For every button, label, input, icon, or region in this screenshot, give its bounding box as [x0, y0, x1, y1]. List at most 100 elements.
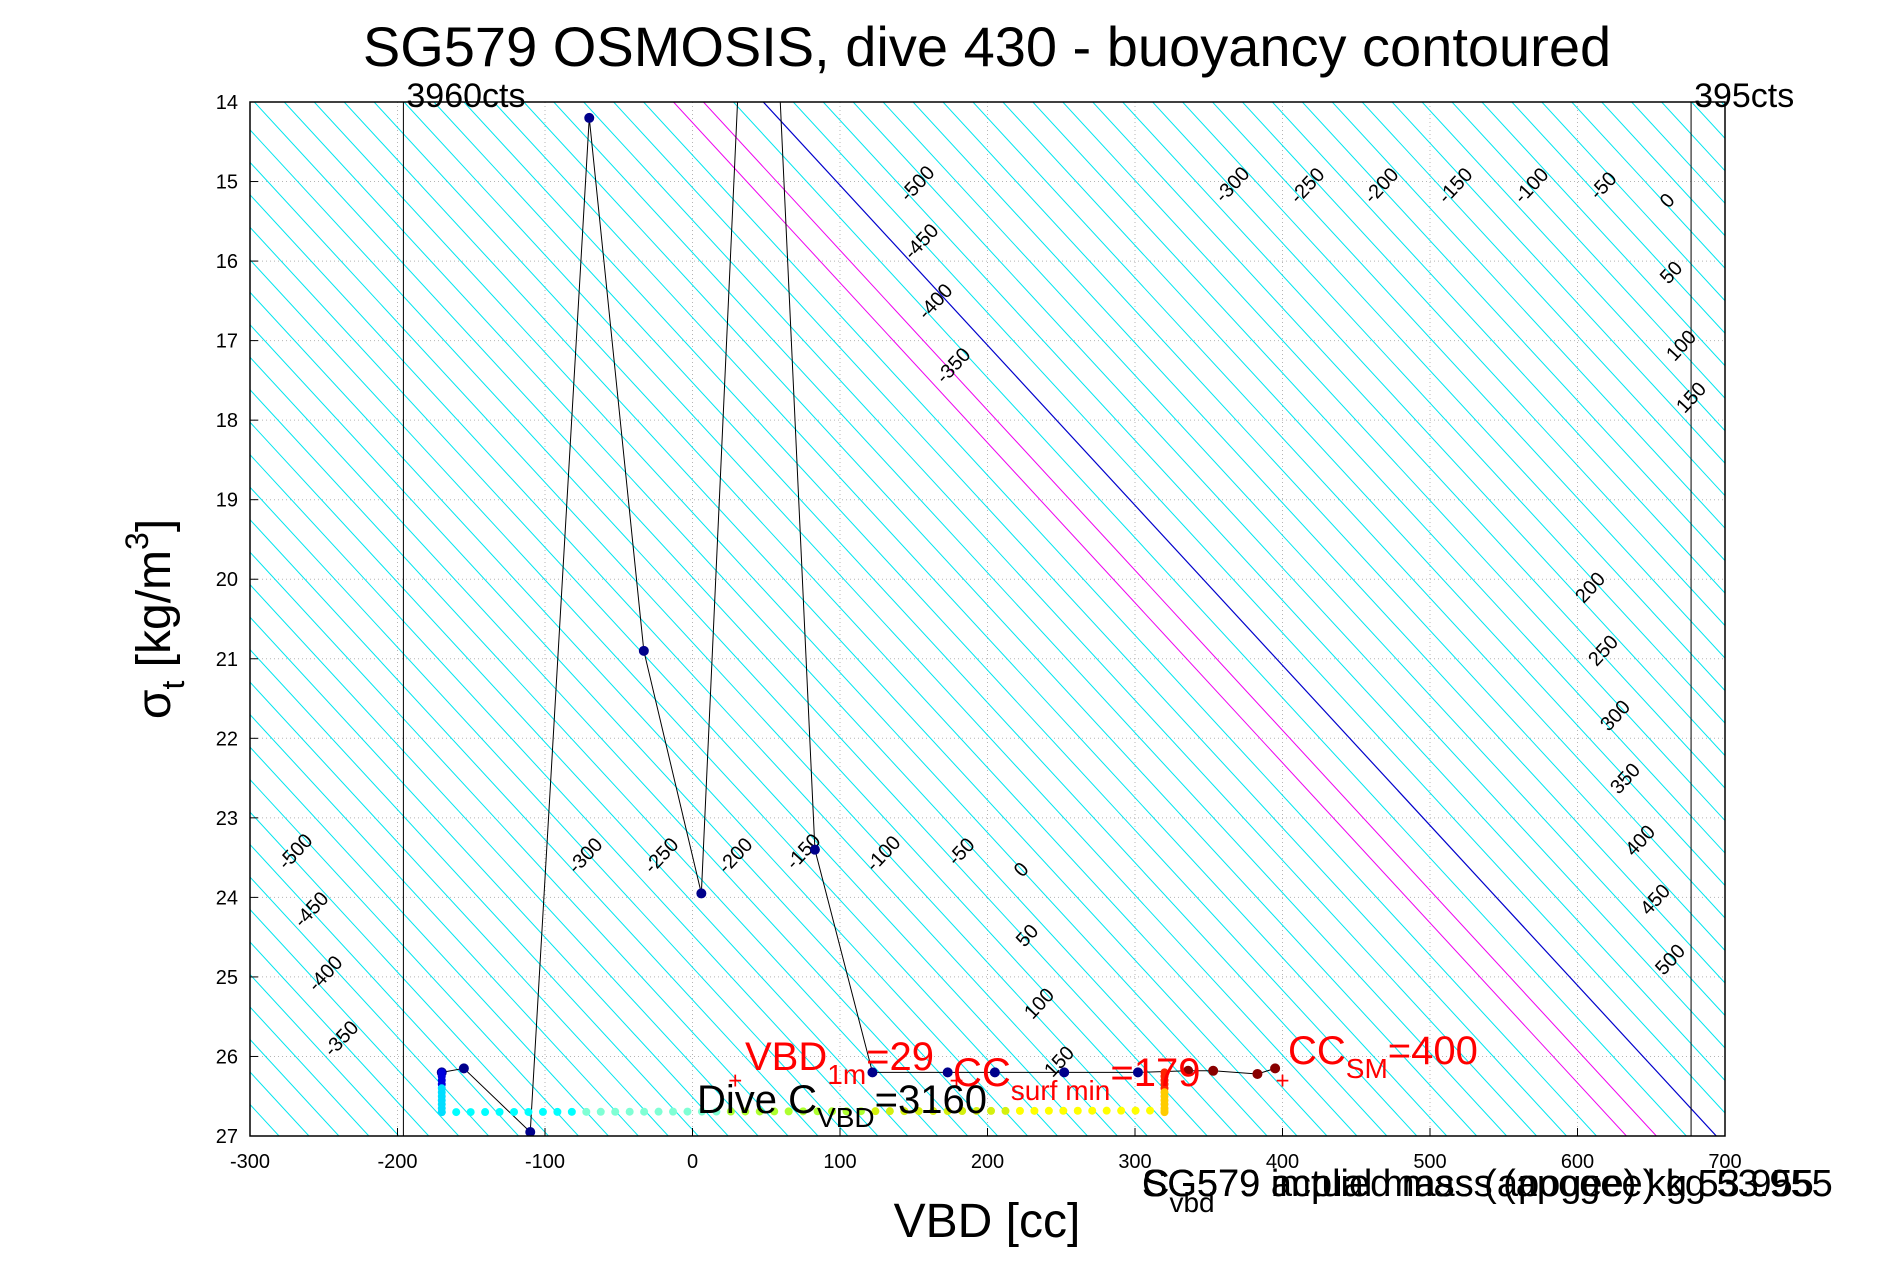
- contour-line: [250, 681, 669, 1136]
- contour-line: [0, 0, 96, 1262]
- trace-point: [1015, 1106, 1024, 1115]
- trace-point: [1146, 1106, 1155, 1115]
- trace-point: [596, 1107, 605, 1116]
- contour-line: [612, 102, 1568, 1136]
- contour-line: [1541, 102, 1725, 302]
- contour-line: [250, 389, 939, 1136]
- x-tick-label: 300: [1118, 1151, 1151, 1173]
- contour-line: [1571, 102, 1725, 270]
- contour-line: [1725, 0, 1891, 1262]
- series-point: [1059, 1067, 1070, 1078]
- contour-line: [313, 102, 1268, 1136]
- contour-line: [1211, 102, 1725, 659]
- y-tick-label: 16: [216, 251, 238, 273]
- cvbd-label: Cvbd: [1142, 1163, 1215, 1218]
- contour-line: [250, 713, 640, 1136]
- trace-point: [510, 1107, 519, 1116]
- contour-line: [250, 1038, 340, 1136]
- trace-point: [784, 1107, 793, 1116]
- trace-point: [611, 1107, 620, 1116]
- series-point: [458, 1063, 469, 1074]
- series-point: [989, 1067, 1000, 1078]
- contour-line: [283, 102, 1238, 1136]
- trace-point: [697, 1107, 706, 1116]
- y-axis-label: σt [kg/m3]: [119, 519, 191, 719]
- trace-point: [625, 1107, 634, 1116]
- contour-line: [1241, 102, 1725, 627]
- contour-line: [762, 102, 1718, 1136]
- contour-line: [1451, 102, 1725, 399]
- trace-point: [437, 1108, 446, 1117]
- y-tick-label: 20: [216, 569, 238, 591]
- trace-point: [842, 1107, 851, 1116]
- actual-mass-text: SG579 actual mass (apogee) kg 53.955: [1142, 1163, 1814, 1205]
- series-point: [1270, 1063, 1281, 1074]
- contour-line: [250, 778, 580, 1136]
- contour-line: [250, 486, 849, 1136]
- y-tick-label: 14: [216, 92, 238, 114]
- contour-line: [582, 102, 1538, 1136]
- y-tick-label: 17: [216, 331, 238, 353]
- trace-point: [654, 1107, 663, 1116]
- trace-point: [1059, 1106, 1068, 1115]
- series-point: [1132, 1067, 1143, 1078]
- trace-point: [1102, 1106, 1111, 1115]
- series-point: [809, 844, 820, 855]
- contour-line: [1121, 102, 1725, 757]
- contour-line: [403, 102, 1358, 1136]
- trace-point: [683, 1107, 692, 1116]
- contour-line: [250, 518, 819, 1136]
- contour-line: [373, 102, 1328, 1136]
- series-point: [1183, 1065, 1194, 1076]
- contour-line: [493, 102, 1448, 1136]
- series-point: [1208, 1065, 1219, 1076]
- contour-line: [250, 908, 460, 1136]
- y-tick-label: 24: [216, 887, 238, 909]
- contour-line: [1391, 102, 1725, 464]
- contour-line: [1844, 0, 1891, 1262]
- trace-point: [900, 1107, 909, 1116]
- series-point: [638, 645, 649, 656]
- contour-line: [1032, 102, 1725, 854]
- contour-line: [250, 811, 550, 1136]
- trace-point: [495, 1108, 504, 1117]
- trace-point: [958, 1106, 967, 1115]
- trace-point: [885, 1107, 894, 1116]
- y-tick-label: 19: [216, 490, 238, 512]
- trace-point: [481, 1108, 490, 1117]
- contour-line: [433, 102, 1388, 1136]
- y-tick-label: 26: [216, 1046, 238, 1068]
- x-tick-label: -300: [230, 1151, 270, 1173]
- limit-line-label: 395cts: [1694, 77, 1794, 115]
- trace-point: [987, 1106, 996, 1115]
- series-point: [942, 1067, 953, 1078]
- y-axis-ticks: 14 15 16 17 18 19 20 21 22 23 24 25 26 27: [216, 92, 258, 1148]
- chart-title: SG579 OSMOSIS, dive 430 - buoyancy conto…: [363, 15, 1611, 78]
- contour-line: [702, 102, 1658, 1136]
- contour-line: [792, 102, 1725, 1114]
- contour-line: [642, 102, 1598, 1136]
- contour-line: [1421, 102, 1725, 432]
- y-tick-label: 27: [216, 1126, 238, 1148]
- contour-line: [1511, 102, 1725, 334]
- trace-point: [567, 1107, 576, 1116]
- trace-point: [828, 1107, 837, 1116]
- contour-line: [0, 0, 126, 1262]
- trace-point: [452, 1108, 461, 1117]
- series-point: [1252, 1068, 1263, 1079]
- contour-line: [1091, 102, 1725, 789]
- trace-point: [582, 1107, 591, 1116]
- contour-line: [1874, 0, 1891, 1262]
- contour-line: [250, 421, 909, 1136]
- trace-point: [929, 1107, 938, 1116]
- contour-line: [1151, 102, 1725, 724]
- contour-line: [1062, 102, 1725, 822]
- contour-line: [250, 973, 400, 1136]
- x-tick-label: 600: [1561, 1151, 1594, 1173]
- trace-point: [669, 1107, 678, 1116]
- trace-point: [943, 1107, 952, 1116]
- x-tick-label: 700: [1708, 1151, 1741, 1173]
- contour-line: [553, 102, 1508, 1136]
- contour-line: [253, 102, 1208, 1136]
- contour-line: [250, 616, 729, 1136]
